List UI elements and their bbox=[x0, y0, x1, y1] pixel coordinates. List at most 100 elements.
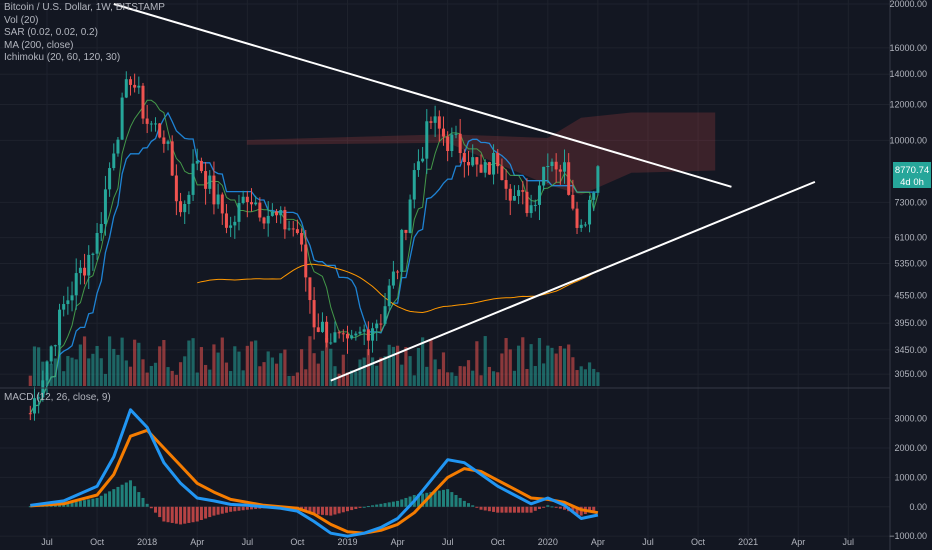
volume-bar bbox=[82, 336, 87, 386]
indicator-ichimoku[interactable]: Ichimoku (20, 60, 120, 30) bbox=[4, 52, 121, 63]
candle-body bbox=[391, 271, 395, 286]
volume-bar bbox=[446, 372, 450, 386]
volume-bars bbox=[28, 336, 600, 386]
volume-bar bbox=[254, 340, 258, 386]
macd-histogram-bar bbox=[358, 506, 362, 508]
volume-bar bbox=[583, 369, 587, 386]
volume-bar bbox=[546, 345, 550, 386]
volume-bar bbox=[592, 368, 596, 386]
kijun-line bbox=[29, 111, 598, 414]
macd-histogram-bar bbox=[533, 506, 537, 511]
candle-body bbox=[454, 133, 458, 135]
volume-bar bbox=[370, 357, 375, 386]
macd-histogram-bar bbox=[508, 506, 512, 513]
candle-body bbox=[49, 346, 53, 362]
volume-bar bbox=[108, 336, 112, 386]
macd-histogram-bar bbox=[87, 499, 91, 507]
trendlines[interactable] bbox=[113, 3, 816, 382]
indicator-volume[interactable]: Vol (20) bbox=[4, 14, 39, 26]
volume-bar bbox=[241, 370, 245, 386]
candle-body bbox=[408, 199, 412, 233]
volume-bar bbox=[49, 363, 53, 386]
candle-body bbox=[137, 85, 141, 88]
candle-body bbox=[216, 194, 220, 205]
macd-histogram-bar bbox=[241, 506, 245, 511]
price-tick-label: 20000.00 bbox=[889, 0, 927, 9]
volume-bar bbox=[32, 346, 37, 386]
volume-bar bbox=[199, 347, 204, 386]
time-tick-label: Jul bbox=[642, 537, 654, 547]
indicator-ma[interactable]: MA (200, close) bbox=[4, 39, 74, 51]
candle-body bbox=[145, 118, 149, 124]
macd-histogram-bar bbox=[396, 500, 400, 507]
volume-bar bbox=[325, 338, 329, 386]
macd-histogram-bar bbox=[525, 506, 529, 513]
candle-body bbox=[366, 329, 370, 341]
time-tick-label: Apr bbox=[791, 537, 805, 547]
candle-body bbox=[78, 267, 82, 274]
time-tick-label: Jul bbox=[843, 537, 855, 547]
candle-body bbox=[154, 123, 158, 125]
volume-bar bbox=[270, 357, 274, 386]
volume-bar bbox=[567, 344, 571, 386]
volume-bar bbox=[141, 359, 145, 386]
macd-legend[interactable]: MACD (12, 26, close, 9) bbox=[4, 392, 111, 403]
candle-body bbox=[341, 333, 345, 335]
volume-bar bbox=[362, 357, 366, 386]
macd-histogram-bar bbox=[462, 500, 466, 507]
volume-bar bbox=[425, 366, 429, 386]
candle-body bbox=[304, 244, 308, 278]
time-tick-label: Oct bbox=[691, 537, 706, 547]
macd-histogram-bar bbox=[83, 500, 87, 507]
candle-body bbox=[567, 162, 571, 195]
macd-histogram-bar bbox=[341, 506, 345, 513]
indicator-sar[interactable]: SAR (0.02, 0.02, 0.2) bbox=[4, 27, 98, 38]
macd-histogram-bar bbox=[379, 503, 383, 507]
volume-bar bbox=[554, 353, 558, 386]
candle-body bbox=[575, 208, 579, 228]
time-tick-label: Jul bbox=[242, 537, 254, 547]
candle-body bbox=[487, 162, 491, 175]
volume-bar bbox=[62, 371, 66, 386]
candle-body bbox=[237, 203, 241, 222]
macd-histogram-bar bbox=[220, 506, 224, 514]
volume-bar bbox=[437, 369, 441, 386]
price-tick-label: 6100.00 bbox=[894, 233, 927, 243]
candle-body bbox=[462, 153, 466, 162]
volume-bar bbox=[295, 372, 300, 386]
volume-bar bbox=[291, 375, 295, 386]
macd-histogram-bar bbox=[575, 506, 579, 515]
volume-bar bbox=[245, 345, 249, 386]
macd-histogram-bar bbox=[112, 489, 116, 507]
volume-bar bbox=[350, 370, 354, 386]
candle-body bbox=[467, 161, 471, 166]
candle-body bbox=[245, 196, 249, 203]
volume-bar bbox=[575, 370, 579, 386]
macd-histogram-bar bbox=[383, 503, 387, 507]
volume-bar bbox=[258, 366, 262, 386]
time-tick-label: Jul bbox=[41, 537, 53, 547]
candle-body bbox=[66, 300, 70, 305]
volume-bar bbox=[187, 340, 191, 386]
candle-body bbox=[275, 211, 279, 216]
candle-body bbox=[316, 327, 320, 332]
symbol-title[interactable]: Bitcoin / U.S. Dollar, 1W, BITSTAMP bbox=[4, 2, 165, 13]
candle-body bbox=[262, 217, 266, 224]
volume-bar bbox=[366, 349, 370, 386]
time-tick-label: Apr bbox=[391, 537, 405, 547]
macd-histogram-bar bbox=[250, 506, 253, 510]
time-axis: Jul Oct 2018 Apr Jul Oct 2019 Apr Jul Oct 2020 Apr J… bbox=[41, 537, 854, 547]
macd-histogram-bar bbox=[521, 506, 525, 513]
macd-histogram-bar bbox=[233, 506, 237, 512]
candle-body bbox=[312, 300, 316, 328]
volume-bar bbox=[95, 345, 99, 386]
candle-body bbox=[596, 166, 600, 193]
macd-tick-label: 1000.00 bbox=[894, 472, 927, 482]
candle-body bbox=[325, 321, 329, 343]
macd-histogram-bar bbox=[158, 506, 162, 518]
macd-histogram-bar bbox=[512, 506, 516, 513]
candle-body bbox=[83, 267, 87, 276]
volume-bar bbox=[587, 362, 592, 386]
